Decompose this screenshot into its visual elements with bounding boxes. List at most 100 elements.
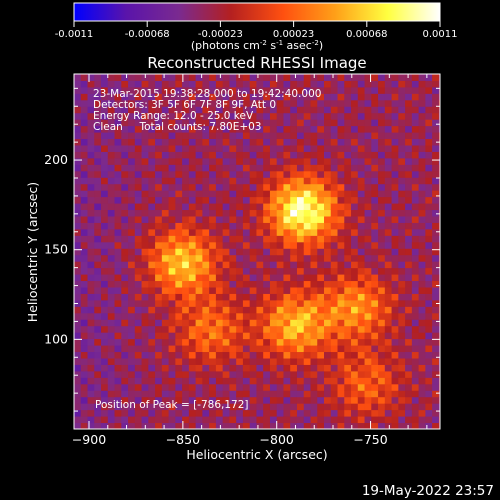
- heatmap-cell: [141, 106, 149, 114]
- heatmap-cell: [161, 112, 170, 120]
- heatmap-cell: [242, 299, 251, 307]
- heatmap-cell: [148, 151, 156, 159]
- heatmap-cell: [114, 325, 122, 333]
- heatmap-cell: [168, 396, 176, 404]
- heatmap-cell: [425, 183, 433, 191]
- heatmap-cell: [229, 364, 237, 372]
- heatmap-cell: [128, 416, 136, 424]
- heatmap-cell: [202, 132, 210, 140]
- heatmap-cell: [229, 403, 237, 411]
- heatmap-cell: [74, 338, 82, 346]
- heatmap-cell: [242, 422, 251, 429]
- heatmap-cell: [121, 157, 129, 165]
- heatmap-cell: [438, 325, 440, 333]
- heatmap-cell: [371, 183, 379, 191]
- heatmap-cell: [337, 157, 345, 165]
- heatmap-cell: [74, 351, 82, 359]
- heatmap-cell: [337, 416, 345, 424]
- heatmap-cell: [195, 274, 203, 282]
- heatmap-cell: [107, 138, 116, 146]
- heatmap-cell: [94, 170, 102, 178]
- heatmap-cell: [276, 164, 284, 172]
- heatmap-cell: [418, 190, 426, 198]
- heatmap-cell: [249, 222, 257, 230]
- heatmap-cell: [94, 112, 102, 120]
- heatmap-cell: [128, 74, 136, 81]
- heatmap-cell: [161, 390, 170, 398]
- heatmap-cell: [168, 254, 176, 262]
- heatmap-cell: [357, 293, 366, 301]
- heatmap-cell: [337, 106, 345, 114]
- heatmap-cell: [391, 370, 399, 378]
- heatmap-cell: [175, 241, 183, 249]
- heatmap-cell: [107, 377, 116, 385]
- heatmap-cell: [276, 106, 284, 114]
- heatmap-cell: [405, 151, 413, 159]
- heatmap-cell: [128, 222, 136, 230]
- heatmap-cell: [229, 170, 237, 178]
- heatmap-cell: [155, 383, 163, 391]
- heatmap-cell: [398, 228, 406, 236]
- heatmap-cell: [134, 216, 143, 223]
- heatmap-cell: [87, 332, 95, 340]
- heatmap-cell: [87, 157, 95, 165]
- heatmap-cell: [249, 80, 257, 88]
- heatmap-cell: [256, 164, 264, 172]
- heatmap-cell: [357, 248, 366, 256]
- heatmap-cell: [161, 383, 170, 391]
- heatmap-cell: [263, 338, 271, 346]
- heatmap-cell: [229, 416, 237, 424]
- heatmap-cell: [351, 248, 359, 256]
- heatmap-cell: [94, 332, 102, 340]
- colorbar-tick-label: 0.0011: [423, 29, 458, 40]
- heatmap-cell: [405, 170, 413, 178]
- heatmap-cell: [94, 319, 102, 327]
- heatmap-cell: [148, 209, 156, 217]
- heatmap-cell: [290, 86, 298, 94]
- heatmap-cell: [290, 112, 298, 120]
- heatmap-cell: [418, 203, 426, 211]
- heatmap-cell: [432, 151, 440, 159]
- heatmap-cell: [87, 248, 95, 256]
- heatmap-cell: [222, 106, 230, 114]
- heatmap-cell: [74, 254, 82, 262]
- heatmap-cell: [249, 274, 257, 282]
- heatmap-cell: [101, 370, 109, 378]
- heatmap-cell: [263, 287, 271, 294]
- heatmap-cell: [378, 267, 386, 275]
- heatmap-cell: [256, 177, 264, 185]
- heatmap-cell: [438, 170, 440, 178]
- heatmap-cell: [283, 203, 291, 211]
- heatmap-cell: [296, 416, 305, 424]
- heatmap-cell: [195, 325, 203, 333]
- heatmap-cell: [101, 248, 109, 256]
- heatmap-cell: [411, 216, 420, 223]
- heatmap-cell: [249, 299, 257, 307]
- heatmap-cell: [351, 358, 359, 365]
- heatmap-cell: [182, 351, 190, 359]
- heatmap-cell: [351, 287, 359, 294]
- heatmap-cell: [337, 228, 345, 236]
- heatmap-cell: [209, 351, 217, 359]
- heatmap-cell: [364, 338, 372, 346]
- heatmap-cell: [229, 319, 237, 327]
- heatmap-cell: [114, 106, 122, 114]
- heatmap-cell: [425, 151, 433, 159]
- heatmap-cell: [330, 267, 339, 275]
- heatmap-cell: [222, 209, 230, 217]
- heatmap-cell: [411, 164, 420, 172]
- heatmap-cell: [269, 299, 278, 307]
- heatmap-cell: [209, 325, 217, 333]
- heatmap-cell: [74, 177, 82, 185]
- heatmap-cell: [128, 274, 136, 282]
- heatmap-cell: [330, 287, 339, 294]
- heatmap-cell: [168, 370, 176, 378]
- heatmap-cell: [398, 319, 406, 327]
- heatmap-cell: [188, 119, 197, 127]
- heatmap-cell: [182, 138, 190, 146]
- heatmap-cell: [337, 151, 345, 159]
- heatmap-cell: [330, 125, 339, 133]
- heatmap-cell: [107, 209, 116, 217]
- heatmap-cell: [384, 228, 393, 236]
- heatmap-cell: [398, 383, 406, 391]
